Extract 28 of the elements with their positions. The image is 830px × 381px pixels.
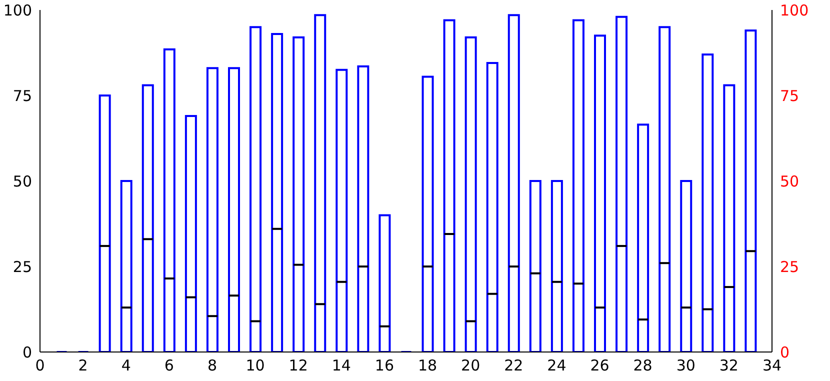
x-tick-label: 16 — [374, 356, 394, 375]
x-tick-label: 10 — [246, 356, 265, 375]
x-tick-label: 6 — [164, 356, 174, 375]
y-tick-label: 50 — [12, 172, 32, 190]
y-tick-label: 75 — [12, 86, 32, 105]
y2-tick-label: 75 — [780, 86, 800, 105]
x-tick-label: 26 — [590, 356, 610, 375]
x-tick-label: 30 — [676, 356, 696, 375]
y2-tick-label: 100 — [780, 1, 809, 20]
x-tick-label: 22 — [504, 356, 524, 375]
x-tick-label: 34 — [762, 356, 782, 375]
y-tick-label: 25 — [12, 258, 32, 276]
y2-tick-label: 50 — [780, 172, 800, 190]
x-tick-label: 28 — [633, 356, 652, 375]
x-tick-label: 0 — [35, 356, 45, 375]
x-tick-label: 20 — [461, 356, 480, 375]
y2-tick-label: 0 — [780, 343, 790, 362]
x-tick-label: 24 — [547, 356, 566, 375]
y2-tick-label: 25 — [780, 258, 800, 276]
x-tick-label: 18 — [418, 356, 438, 375]
x-tick-label: 4 — [121, 356, 131, 375]
x-tick-label: 2 — [78, 356, 88, 375]
x-tick-label: 12 — [288, 356, 308, 375]
x-tick-label: 14 — [332, 356, 351, 375]
x-tick-label: 8 — [207, 356, 218, 375]
x-tick-label: 32 — [719, 356, 738, 375]
y-tick-label: 0 — [22, 343, 32, 362]
y-tick-label: 100 — [3, 1, 32, 20]
